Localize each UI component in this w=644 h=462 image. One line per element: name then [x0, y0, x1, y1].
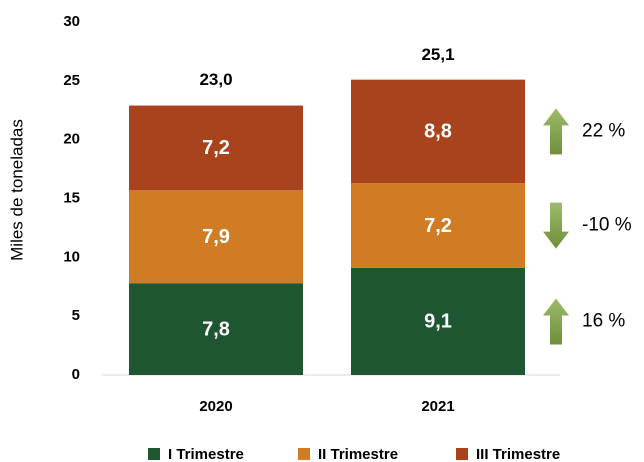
bar-segment	[129, 105, 303, 191]
value-label: 7,9	[202, 226, 230, 248]
y-tick-label: 5	[72, 307, 80, 324]
bar-segment	[129, 190, 303, 284]
change-label: 22 %	[582, 120, 625, 141]
y-tick-label: 0	[72, 366, 80, 383]
value-label: 7,2	[424, 215, 452, 237]
y-tick-label: 30	[63, 13, 80, 30]
y-tick-label: 25	[63, 72, 80, 89]
y-tick-label: 20	[63, 131, 80, 148]
change-arrow	[543, 108, 569, 155]
legend-label: II Trimestre	[318, 446, 398, 462]
bar-segment	[351, 79, 525, 184]
x-tick-label: 2020	[199, 398, 232, 415]
y-tick-label: 10	[63, 248, 80, 265]
value-label: 9,1	[424, 311, 452, 333]
legend-swatch	[456, 448, 468, 460]
x-tick-label: 2021	[421, 398, 454, 415]
change-arrow	[543, 298, 569, 345]
change-arrow	[543, 202, 569, 249]
value-label: 7,2	[202, 137, 230, 159]
legend-label: III Trimestre	[476, 446, 560, 462]
value-label: 7,8	[202, 318, 230, 340]
legend-swatch	[148, 448, 160, 460]
total-label: 25,1	[421, 45, 454, 64]
y-axis-label: Miles de toneladas	[7, 119, 26, 261]
y-tick-label: 15	[63, 189, 80, 206]
change-label: -10 %	[582, 215, 632, 236]
total-label: 23,0	[199, 70, 232, 89]
change-label: 16 %	[582, 310, 625, 331]
bar-segment	[351, 267, 525, 375]
value-label: 8,8	[424, 121, 452, 143]
legend-label: I Trimestre	[168, 446, 244, 462]
bar-segment	[129, 283, 303, 375]
legend-swatch	[298, 448, 310, 460]
bar-segment	[351, 183, 525, 268]
